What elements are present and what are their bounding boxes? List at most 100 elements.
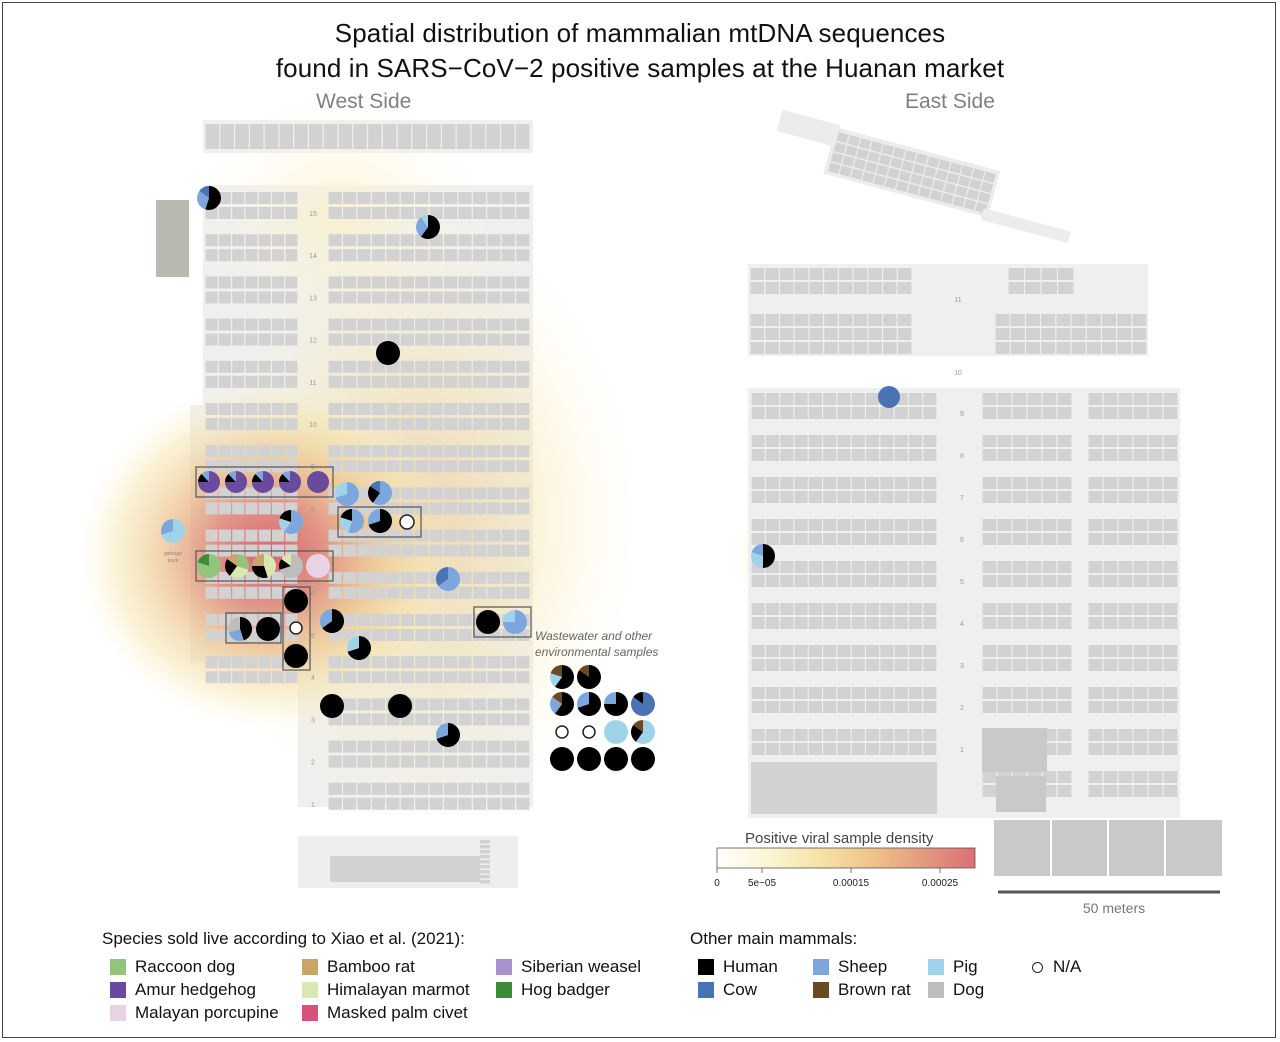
stall — [1163, 617, 1178, 629]
stall — [794, 659, 808, 671]
stall — [328, 318, 342, 331]
stall — [429, 614, 443, 626]
stall — [272, 671, 285, 684]
stall — [765, 282, 779, 294]
legend-swatch — [813, 982, 829, 998]
stall — [851, 561, 865, 573]
stall — [357, 782, 371, 795]
stall — [232, 234, 245, 247]
stall — [1042, 659, 1057, 671]
stall — [923, 519, 937, 531]
stall — [386, 276, 400, 289]
stall — [1163, 603, 1178, 615]
stall — [357, 318, 371, 331]
stall — [982, 519, 997, 531]
stall — [472, 375, 487, 388]
stall — [943, 182, 957, 195]
stall — [429, 797, 443, 810]
stall — [458, 318, 472, 331]
stall — [458, 656, 472, 669]
stall — [780, 617, 794, 629]
stall — [1163, 491, 1178, 503]
stall — [516, 276, 530, 289]
stall — [1118, 645, 1133, 657]
stall — [997, 561, 1012, 573]
stall — [1012, 645, 1027, 657]
stall — [516, 234, 530, 247]
row-number: 5 — [960, 579, 964, 586]
stall — [444, 797, 458, 810]
angled-block — [823, 127, 1001, 218]
stall — [371, 629, 386, 641]
stall — [751, 743, 765, 755]
stall — [883, 282, 897, 294]
stall — [357, 713, 371, 726]
stall — [429, 360, 443, 373]
stall — [371, 403, 386, 415]
stall — [866, 603, 880, 615]
stall — [1012, 519, 1027, 531]
stall — [501, 291, 515, 304]
stall — [415, 586, 429, 599]
stall — [444, 333, 458, 346]
sample-pie — [284, 644, 308, 668]
stall — [472, 529, 487, 542]
stall — [839, 165, 852, 177]
stall — [328, 586, 342, 599]
stall — [1118, 687, 1133, 699]
stall — [400, 797, 414, 810]
stall — [1163, 687, 1178, 699]
stall — [487, 755, 501, 768]
stall — [245, 671, 258, 684]
stall — [923, 533, 937, 545]
stall — [824, 282, 838, 294]
stall — [343, 755, 357, 768]
sample-pie — [335, 482, 359, 506]
pie-slice-pig — [604, 720, 628, 744]
stall — [1088, 743, 1103, 755]
stall — [1118, 771, 1133, 783]
stall — [794, 575, 808, 587]
pie-slice-human — [340, 509, 352, 521]
stall — [232, 333, 245, 346]
stall — [328, 755, 342, 768]
legend-item-hog-badger: Hog badger — [496, 980, 610, 1000]
stall — [918, 186, 932, 199]
stall — [472, 192, 487, 204]
stall — [472, 740, 487, 753]
stall — [837, 533, 851, 545]
stall — [205, 460, 218, 473]
stall — [386, 192, 400, 204]
stall — [429, 291, 443, 304]
stall — [323, 124, 338, 149]
stall — [794, 729, 808, 741]
stall — [1041, 314, 1056, 326]
stall — [415, 333, 429, 346]
stall — [487, 571, 501, 584]
pie-na — [399, 514, 415, 530]
stall — [232, 671, 245, 684]
stall — [328, 671, 342, 684]
stall — [1058, 282, 1074, 294]
stall — [458, 207, 472, 219]
west-stall-grid — [205, 124, 530, 810]
stall — [824, 314, 838, 326]
row-number: 12 — [309, 338, 317, 345]
stall — [1148, 393, 1163, 405]
stall — [833, 142, 847, 154]
stall — [368, 124, 382, 149]
sample-pie — [367, 509, 392, 533]
stall — [823, 687, 837, 699]
stall — [794, 519, 808, 531]
stall — [480, 845, 490, 849]
stall — [912, 163, 926, 175]
stall — [1088, 659, 1103, 671]
stall — [780, 491, 794, 503]
stall — [429, 755, 443, 768]
stall — [887, 167, 900, 179]
stall — [837, 449, 851, 461]
stall — [808, 491, 822, 503]
pie-slice-human — [604, 747, 628, 771]
stall — [386, 671, 400, 684]
sample-pie — [225, 554, 250, 578]
